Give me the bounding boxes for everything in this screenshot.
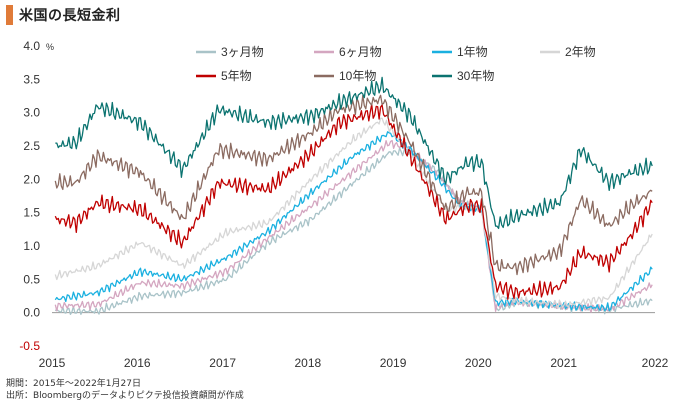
legend-label: 1年物	[457, 45, 488, 59]
x-tick-label: 2016	[124, 356, 151, 370]
y-tick-label: 2.5	[23, 139, 40, 153]
series-line-4	[54, 117, 653, 310]
legend-label: 30年物	[457, 69, 494, 83]
chart-title-bar: 米国の長短金利	[6, 5, 121, 25]
legend-label: 2年物	[565, 45, 596, 59]
y-tick-label: 1.0	[23, 239, 40, 253]
y-tick-label: 0.0	[23, 306, 40, 320]
legend-label: 6ヶ月物	[339, 45, 382, 59]
y-tick-label: 2.0	[23, 172, 40, 186]
line-chart: 4.0 3.5 3.0 2.5 2.0 1.5 1.0 0.5 0.0 -0.5% 2015 2016…	[19, 39, 669, 370]
x-tick-label: 2021	[550, 356, 577, 370]
footnote-source: 出所：Bloombergのデータよりピクテ投信投資顧問が作成	[6, 391, 244, 401]
y-tick-label: 0.5	[23, 272, 40, 286]
y-tick-label: -0.5	[19, 339, 40, 353]
legend-label: 10年物	[339, 69, 376, 83]
y-tick-label: 4.0	[23, 39, 40, 53]
series-line-6	[54, 94, 653, 276]
series-line-1	[54, 146, 653, 316]
x-tick-label: 2019	[380, 356, 407, 370]
series-line-5	[54, 103, 653, 300]
footnote-period: 期間：2015年～2022年1月27日	[6, 379, 141, 389]
series-line-7	[55, 76, 653, 230]
title-accent-bar	[6, 5, 13, 25]
x-tick-label: 2017	[209, 356, 236, 370]
series-line-2	[54, 139, 653, 313]
chart-title: 米国の長短金利	[19, 8, 121, 24]
legend-label: 5年物	[221, 69, 252, 83]
x-tick-label: 2018	[295, 356, 322, 370]
y-tick-label: 1.5	[23, 206, 40, 220]
y-tick-label: 3.0	[23, 106, 40, 120]
y-unit-label: %	[46, 42, 54, 52]
y-tick-label: 3.5	[23, 72, 40, 86]
x-tick-label: 2020	[465, 356, 492, 370]
x-tick-label: 2015	[39, 356, 66, 370]
x-tick-label: 2022	[642, 356, 669, 370]
legend-label: 3ヶ月物	[221, 45, 264, 59]
